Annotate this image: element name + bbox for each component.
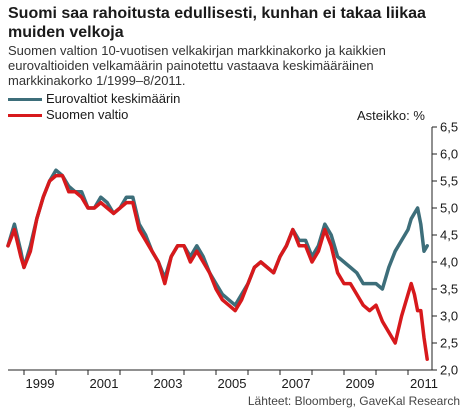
legend-label-euro: Eurovaltiot keskimäärin	[46, 91, 181, 106]
x-tick-label: 2011	[410, 376, 438, 391]
x-tick-label: 1999	[26, 376, 55, 391]
x-tick-label: 2005	[218, 376, 247, 391]
x-tick-label: 2001	[90, 376, 119, 391]
x-tick-label: 2009	[346, 376, 375, 391]
scale-note: Asteikko: %	[357, 108, 425, 123]
y-tick-label: 6,5	[440, 120, 458, 135]
chart-subtitle: Suomen valtion 10-vuotisen velkakirjan m…	[8, 43, 386, 88]
legend: Eurovaltiot keskimäärin Suomen valtio	[8, 91, 180, 123]
y-tick-label: 6,0	[440, 147, 458, 162]
y-tick-label: 4,5	[440, 228, 458, 243]
legend-item-finland: Suomen valtio	[8, 107, 180, 123]
y-tick-label: 2,5	[440, 336, 458, 351]
y-tick-label: 4,0	[440, 255, 458, 270]
legend-label-finland: Suomen valtio	[46, 107, 129, 122]
y-tick-label: 5,5	[440, 174, 458, 189]
x-tick-label: 2003	[154, 376, 183, 391]
y-tick-label: 3,0	[440, 309, 458, 324]
legend-item-euro: Eurovaltiot keskimäärin	[8, 91, 180, 107]
legend-swatch-finland	[8, 113, 42, 117]
source-note: Lähteet: Bloomberg, GaveKal Research	[247, 394, 460, 408]
y-tick-label: 2,0	[440, 363, 458, 378]
x-tick-label: 2007	[282, 376, 311, 391]
y-tick-label: 5,0	[440, 201, 458, 216]
legend-swatch-euro	[8, 97, 42, 101]
series-line-euro	[6, 168, 429, 307]
series-line-finland	[6, 173, 429, 361]
chart-title: Suomi saa rahoitusta edullisesti, kunhan…	[8, 5, 426, 41]
y-tick-label: 3,5	[440, 282, 458, 297]
